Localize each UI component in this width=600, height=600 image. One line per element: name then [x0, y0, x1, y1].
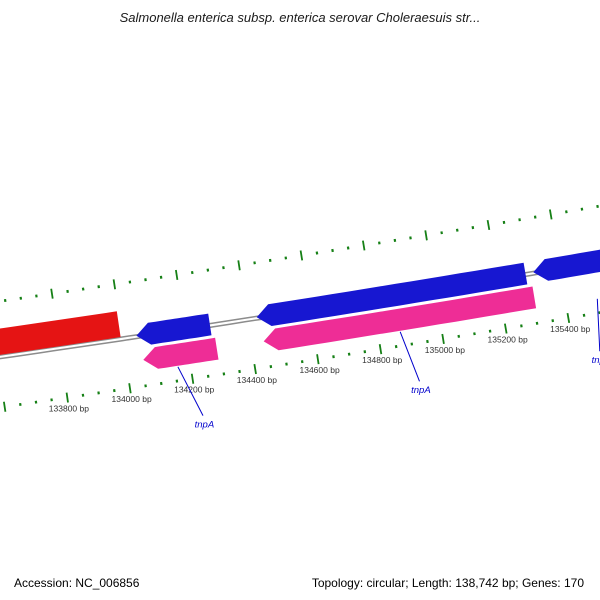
ruler-major-tick: [50, 288, 54, 299]
ruler-major-tick: [128, 383, 132, 394]
ruler-major-tick: [112, 279, 116, 290]
feature-red-cds[interactable]: [0, 311, 121, 361]
ruler-minor-tick: [582, 313, 586, 317]
ruler-minor-tick: [596, 204, 599, 209]
gene-label-line: [399, 331, 420, 382]
ruler-minor-tick: [190, 270, 194, 275]
ruler-minor-tick: [347, 352, 351, 356]
topology-text: Topology: circular; Length: 138,742 bp; …: [311, 576, 584, 590]
ruler-minor-tick: [222, 266, 225, 270]
ruler-major-tick: [3, 401, 7, 412]
ruler-major-tick: [486, 219, 491, 231]
ruler-tick-label: 134200 bp: [174, 385, 214, 395]
ruler-minor-tick: [269, 365, 273, 369]
gene-label-3[interactable]: tnpA: [592, 355, 600, 366]
ruler-major-tick: [316, 354, 320, 365]
ruler-minor-tick: [315, 251, 319, 255]
ruler-tick-label: 134000 bp: [112, 394, 152, 404]
ruler-tick-label: 134600 bp: [300, 365, 340, 375]
ruler-minor-tick: [580, 207, 584, 211]
ruler-minor-tick: [551, 319, 555, 323]
ruler-major-tick: [504, 323, 508, 334]
ruler-major-tick: [362, 240, 366, 251]
ruler-major-tick: [175, 269, 179, 281]
ruler-tick-label: 135000 bp: [425, 345, 465, 355]
ruler-minor-tick: [346, 246, 350, 250]
ruler-minor-tick: [535, 321, 539, 325]
ruler-major-tick: [549, 209, 553, 220]
feature-blue-cds-3[interactable]: [533, 241, 600, 281]
ruler-minor-tick: [473, 332, 476, 336]
ruler-minor-tick: [457, 334, 461, 338]
map-title: Salmonella enterica subsp. enterica sero…: [119, 10, 481, 25]
ruler-minor-tick: [455, 228, 459, 232]
ruler-minor-tick: [238, 369, 241, 374]
ruler-major-tick: [378, 344, 383, 355]
feature-blue-cds-1[interactable]: [136, 313, 212, 345]
ruler-minor-tick: [331, 248, 334, 253]
gene-label-1[interactable]: tnpA: [195, 420, 215, 431]
ruler-minor-tick: [565, 210, 568, 214]
feature-pink-feature-1[interactable]: [143, 337, 219, 369]
ruler-minor-tick: [426, 339, 429, 344]
ruler-major-tick: [424, 230, 428, 241]
gene-label-line: [596, 298, 600, 352]
ruler-tick-label: 135200 bp: [488, 334, 528, 344]
ruler-tick-label: 133800 bp: [49, 403, 89, 413]
ruler-major-tick: [299, 250, 304, 261]
ruler-minor-tick: [394, 345, 398, 349]
feature-pink-feature-2[interactable]: [263, 286, 537, 351]
ruler-major-tick: [190, 373, 195, 384]
ruler-minor-tick: [206, 268, 210, 272]
ruler-major-tick: [65, 392, 69, 403]
ruler-minor-tick: [440, 231, 443, 235]
ruler-major-tick: [237, 260, 241, 271]
accession-text: Accession: NC_006856: [14, 576, 140, 590]
ruler-major-tick: [441, 333, 445, 345]
status-bar: Accession: NC_006856 Topology: circular;…: [14, 576, 584, 590]
ruler-tick-label: 134400 bp: [237, 375, 277, 385]
ruler-major-tick: [566, 312, 571, 324]
gene-label-2[interactable]: tnpA: [411, 385, 431, 396]
ruler-tick-label: 134800 bp: [362, 355, 402, 365]
ruler-minor-tick: [81, 287, 85, 291]
ruler-tick-label: 135400 bp: [550, 324, 590, 334]
feature-blue-cds-2[interactable]: [256, 262, 528, 326]
ruler-minor-tick: [159, 381, 163, 386]
ruler-minor-tick: [471, 226, 475, 230]
gene-label-line: [177, 366, 204, 416]
ruler-major-tick: [253, 363, 257, 375]
